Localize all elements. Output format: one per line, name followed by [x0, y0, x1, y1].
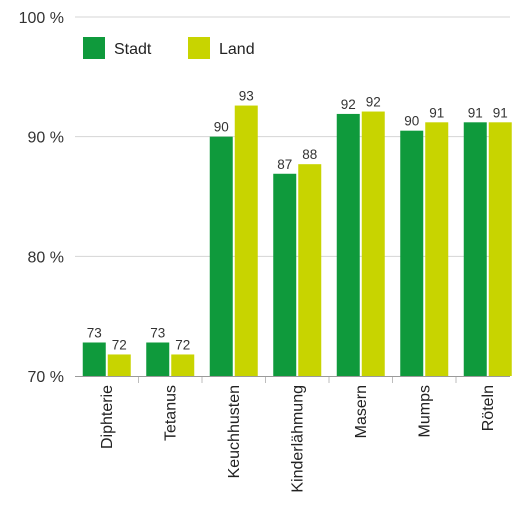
data-label-land-5: 91 [429, 105, 444, 120]
bar-stadt-1 [146, 342, 170, 376]
category-labels: Diphterie Tetanus Keuchhusten Kinderlähmung… [99, 385, 497, 493]
category-label-0: Diphterie [99, 385, 116, 449]
data-label-land-2: 93 [239, 89, 254, 104]
bar-stadt-6 [463, 122, 487, 376]
category-label-1: Tetanus [162, 385, 179, 441]
data-label-stadt-3: 87 [277, 157, 292, 172]
data-label-land-4: 92 [366, 95, 381, 110]
bar-land-6 [488, 122, 512, 376]
bar-land-3 [298, 164, 322, 376]
y-tick-label: 90 % [28, 130, 64, 147]
bars [82, 105, 512, 377]
data-label-stadt-4: 92 [341, 97, 356, 112]
bar-stadt-0 [82, 342, 106, 376]
bar-land-4 [361, 111, 385, 376]
bar-land-5 [425, 122, 449, 376]
category-label-2: Keuchhusten [226, 385, 243, 478]
bar-land-2 [234, 105, 258, 376]
legend-swatch-land [188, 37, 210, 59]
legend-swatch-stadt [83, 37, 105, 59]
data-label-land-1: 72 [175, 337, 190, 352]
bar-stadt-5 [400, 130, 424, 376]
legend: Stadt Land [83, 37, 255, 59]
data-label-stadt-2: 90 [214, 120, 229, 135]
data-label-land-3: 88 [302, 147, 317, 162]
data-labels: 73 72 73 72 90 93 87 88 92 92 90 91 91 91 [87, 89, 508, 353]
bar-land-1 [171, 354, 195, 376]
x-axis [75, 376, 510, 383]
bar-stadt-4 [336, 113, 360, 377]
y-axis-ticks: 70 % 80 % 90 % 100 % [19, 10, 64, 386]
category-label-6: Röteln [480, 385, 497, 431]
legend-label-stadt: Stadt [114, 41, 152, 58]
data-label-land-6: 91 [493, 105, 508, 120]
data-label-stadt-6: 91 [468, 105, 483, 120]
category-label-5: Mumps [416, 385, 433, 437]
bar-land-0 [107, 354, 131, 376]
y-tick-label: 100 % [19, 10, 64, 27]
legend-label-land: Land [219, 41, 255, 58]
category-label-4: Masern [353, 385, 370, 438]
data-label-stadt-0: 73 [87, 325, 102, 340]
data-label-stadt-5: 90 [404, 114, 419, 129]
y-tick-label: 70 % [28, 369, 64, 386]
bar-stadt-3 [273, 173, 297, 376]
data-label-land-0: 72 [112, 337, 127, 352]
bar-stadt-2 [209, 136, 233, 376]
y-tick-label: 80 % [28, 249, 64, 266]
data-label-stadt-1: 73 [150, 325, 165, 340]
category-label-3: Kinderlähmung [289, 385, 306, 493]
